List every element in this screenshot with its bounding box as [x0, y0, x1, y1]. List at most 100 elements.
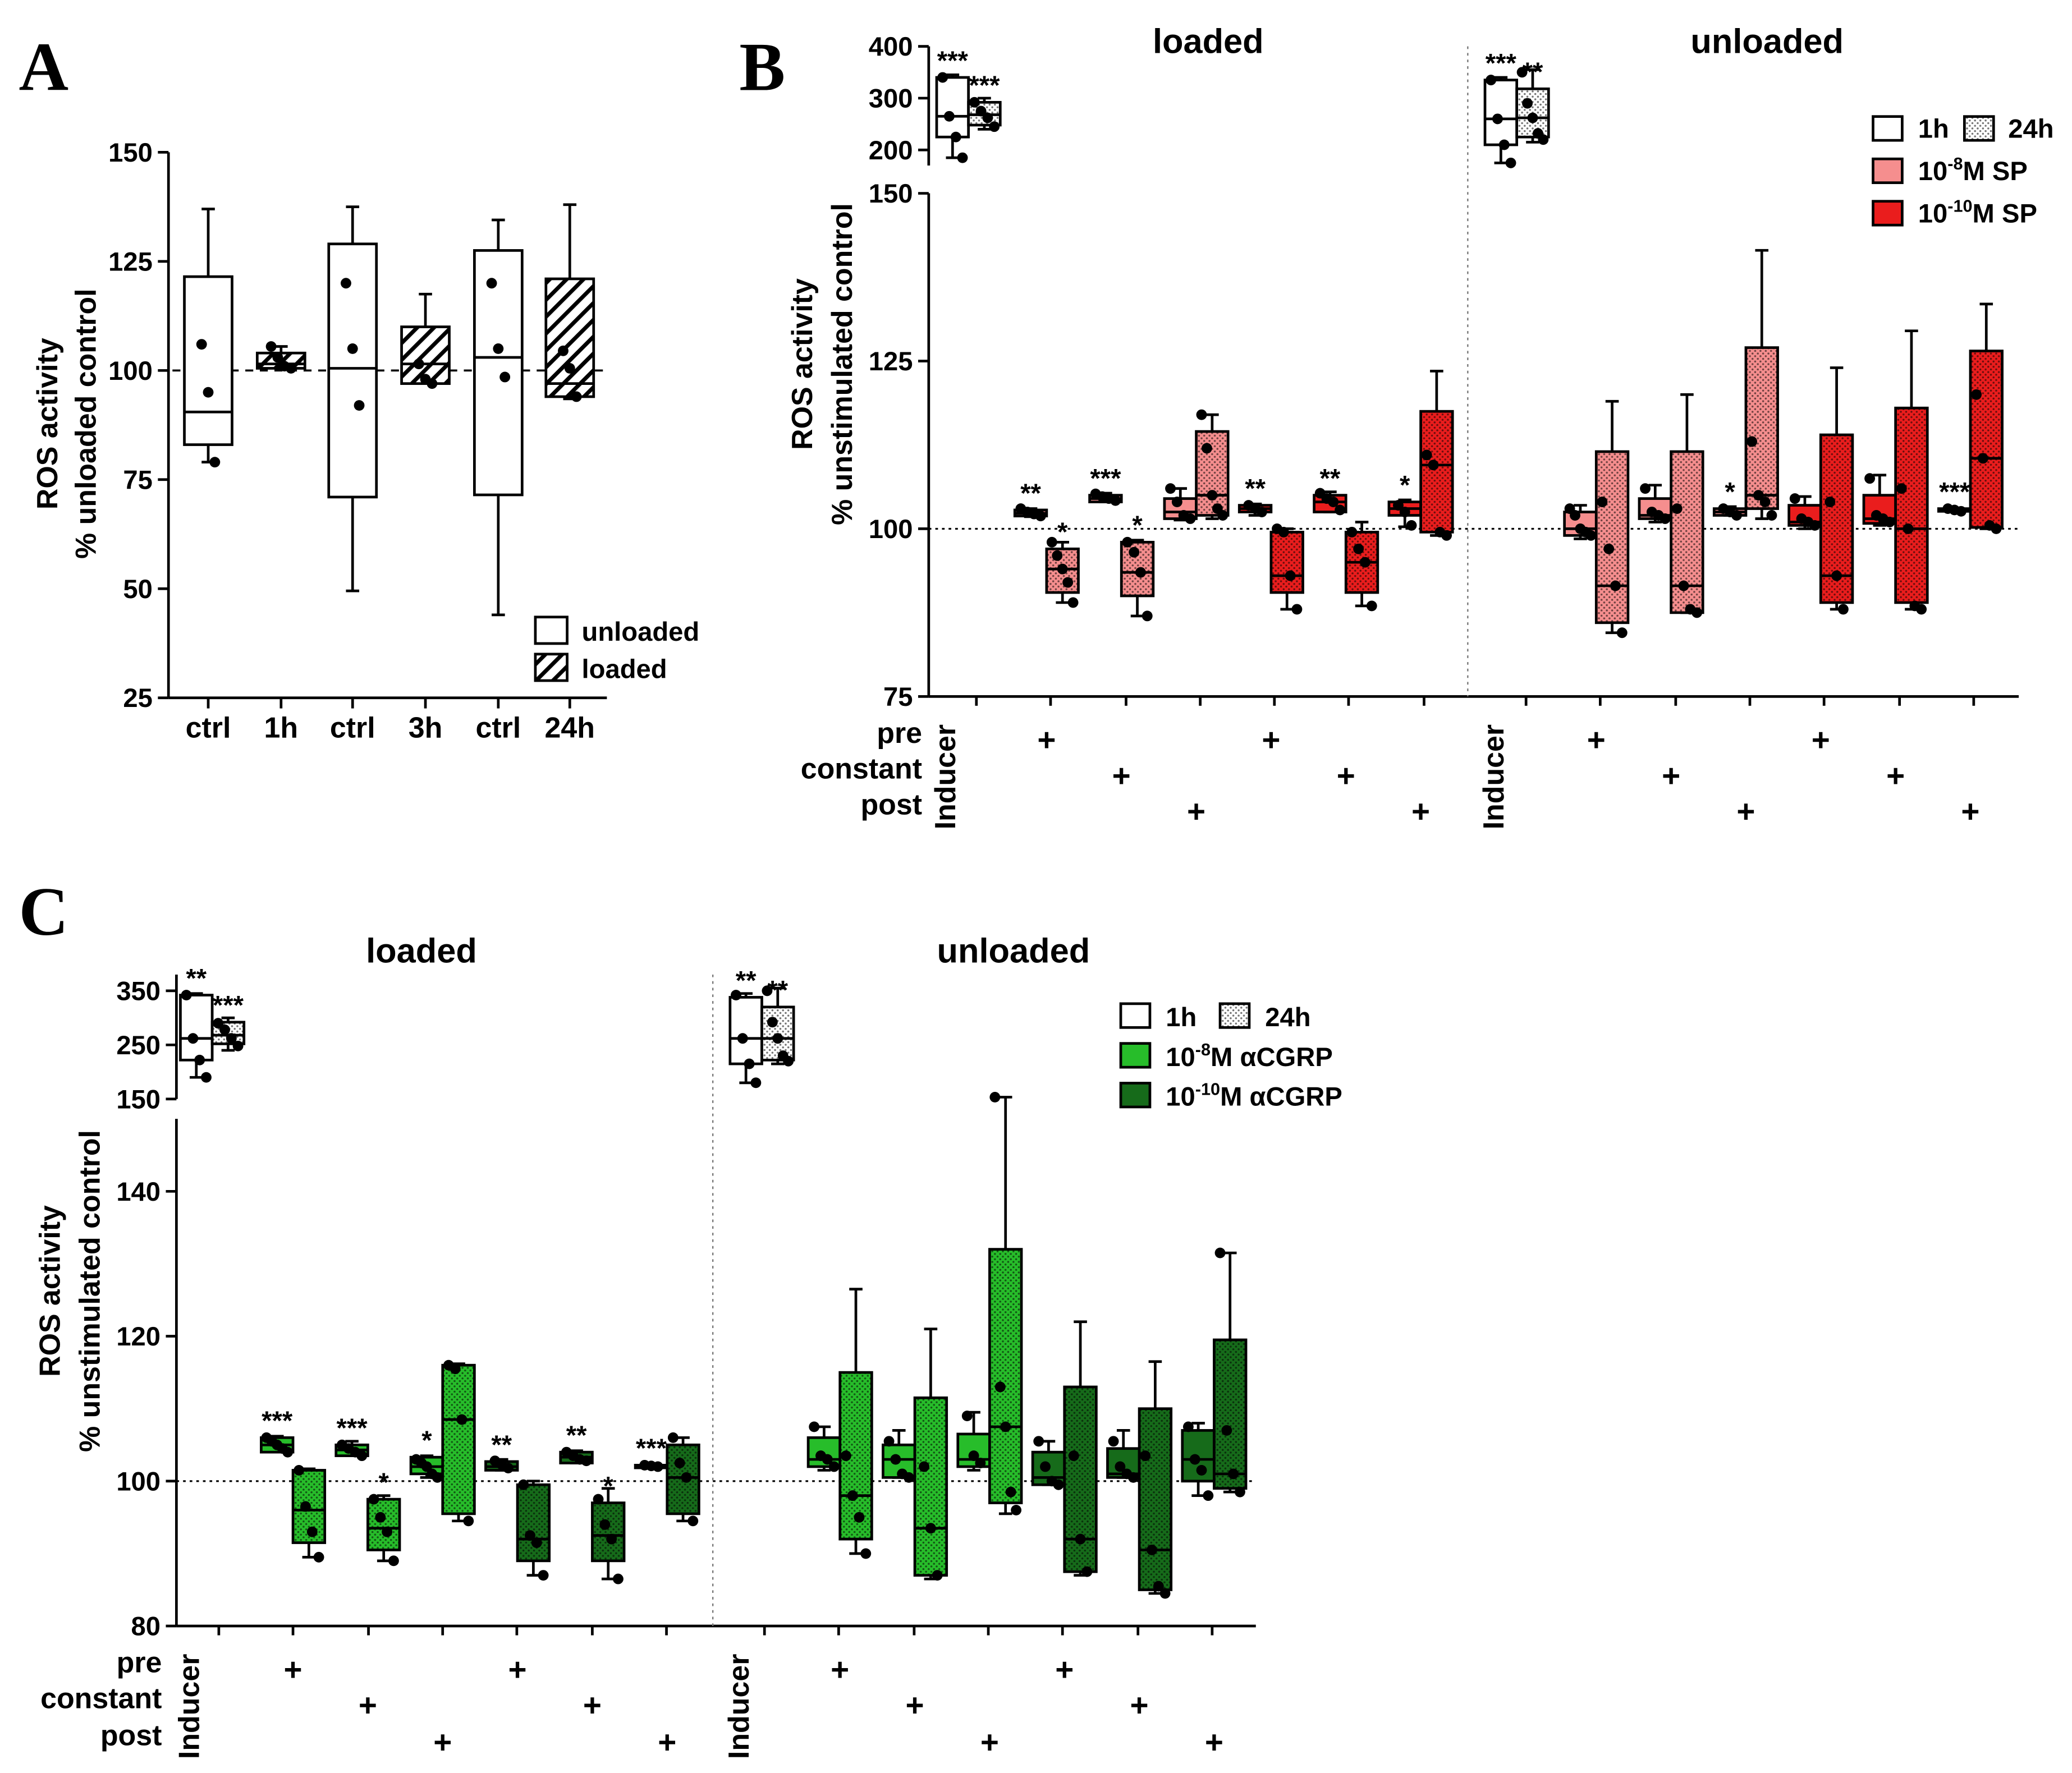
panel-b-box-loaded-10-8M-post-24h-point [1201, 443, 1212, 454]
panel-a-y-tick-label: 150 [108, 138, 153, 168]
panel-b-box-unloaded-10-8M-pre-1h-point [1570, 510, 1580, 521]
panel-c-title-unloaded: unloaded [937, 932, 1090, 971]
panel-c-box-unloaded-10-10M-constant-24h-point [1140, 1450, 1151, 1462]
panel-a-y-tick-label: 50 [123, 575, 153, 604]
panel-a-x-tick-label: 3h [409, 712, 443, 745]
panel-c-box-loaded-10-10M-constant-24h-point [612, 1573, 624, 1584]
panel-b-box-loaded-10-10M-post-1h-point [1393, 500, 1404, 511]
panel-a-box-ctrl-box [473, 249, 524, 497]
panel-b-box-unloaded-10-8M-post-24h-box-texture [1745, 347, 1778, 509]
panel-c-plus-loaded-pre: + [284, 1652, 302, 1688]
panel-b-box-unloaded-10-8M-constant-1h-point [1660, 513, 1671, 524]
panel-b-box-unloaded-10-8M-pre-24h [1594, 399, 1630, 639]
panel-c-inducer-unloaded-1h-point [750, 1077, 762, 1088]
panel-c-box-loaded-10-10M-constant-1h-point [581, 1455, 592, 1467]
panel-b-inducer-label-unloaded: Inducer [1478, 724, 1510, 829]
panel-b-inducer-loaded-1h-significance: *** [937, 46, 969, 76]
panel-b-ylabel-2: % unstimulated control [826, 203, 859, 525]
panel-c-box-unloaded-10-10M-constant-1h [1106, 1429, 1141, 1483]
panel-c-box-unloaded-10-8M-constant-24h-point [919, 1461, 930, 1472]
panel-b-title-unloaded: unloaded [1690, 22, 1844, 61]
panel-b-inducer-unloaded-24h-point [1527, 112, 1538, 123]
panel-c-box-loaded-10-8M-constant-24h-point [375, 1512, 386, 1523]
panel-b-inducer-loaded-24h-point [982, 112, 993, 123]
panel-b-row-label-post: post [860, 788, 922, 821]
legend-swatch-cgrp-10 [1119, 1082, 1152, 1109]
panel-c-inducer-unloaded-1h: ** [728, 966, 763, 1088]
legend-cgrp-8-exp: -8 [1195, 1040, 1211, 1059]
panel-b-box-loaded-10-8M-pre-24h-significance: * [1057, 517, 1068, 547]
panel-b-box-loaded-10-8M-post-24h-point [1207, 490, 1218, 501]
panel-b-box-loaded-10-10M-post-1h-point [1399, 507, 1410, 517]
panel-b-inducer-unloaded-24h-point [1516, 67, 1528, 78]
panel-b-upper-y-tick-label: 300 [869, 84, 913, 113]
legend-sp-8-rest: M SP [1963, 157, 2028, 186]
panel-c-box-unloaded-10-10M-post-24h [1213, 1247, 1248, 1498]
panel-b-title-loaded: loaded [1153, 22, 1264, 61]
panel-c-box-unloaded-10-10M-pre-24h-point [1068, 1450, 1079, 1462]
panel-a-box-24h [544, 203, 595, 402]
panel-b-box-unloaded-10-10M-constant-24h [1894, 329, 1929, 615]
panel-c-box-unloaded-10-8M-post-24h [988, 1091, 1023, 1515]
panel-b-box-loaded-10-10M-pre-1h-point [1256, 507, 1267, 517]
panel-b-box-loaded-10-10M-post-24h [1419, 370, 1454, 541]
panel-c-box-unloaded-10-8M-constant-1h [882, 1429, 916, 1483]
panel-b-inducer-loaded-24h-point [975, 105, 987, 117]
panel-c-box-unloaded-10-8M-post-24h-point [994, 1381, 1006, 1393]
panel-c-box-unloaded-10-10M-pre-1h-point [1040, 1461, 1051, 1472]
panel-b-upper-y-tick-label: 400 [869, 32, 913, 62]
panel-c-box-loaded-10-8M-post-1h-point [432, 1472, 443, 1483]
panel-c-box-loaded-10-10M-post-24h-point [667, 1432, 679, 1443]
panel-c-box-loaded-10-10M-pre-24h-point [531, 1537, 542, 1548]
panel-a-box-ctrl-point [486, 278, 497, 289]
panel-a-x-tick-label: ctrl [186, 712, 231, 745]
panel-c-box-unloaded-10-8M-pre-1h-point [822, 1454, 833, 1465]
panel-c-inducer-loaded-24h-point [226, 1033, 237, 1044]
panel-c-upper-y-tick-label: 250 [116, 1031, 161, 1060]
panel-b-box-loaded-10-10M-constant-24h-point [1366, 600, 1377, 612]
panel-a-x-tick-label: ctrl [330, 712, 375, 745]
panel-c-box-unloaded-10-8M-pre-24h-point [860, 1548, 872, 1559]
panel-b-box-loaded-10-10M-pre-24h-point [1278, 526, 1289, 538]
panel-b-box-unloaded-10-10M-constant-1h-point [1884, 517, 1895, 527]
panel-c-box-unloaded-10-10M-post-24h-point [1228, 1468, 1239, 1480]
panel-b-box-loaded-10-10M-constant-1h-point [1335, 504, 1346, 516]
panel-c-inducer-unloaded-24h: ** [760, 976, 795, 1067]
panel-c-inducer-unloaded-24h-point [762, 985, 773, 996]
panel-b-box-unloaded-10-8M-pre-24h-box-texture [1596, 451, 1628, 623]
panel-b-box-unloaded-10-10M-post-24h-point [1991, 523, 2002, 534]
panel-b-box-loaded-10-10M-post-1h-significance: * [1400, 470, 1410, 500]
panel-b-box-unloaded-10-10M-post-24h-point [1971, 389, 1982, 400]
panel-c-box-loaded-10-8M-post-1h: * [409, 1426, 444, 1483]
panel-c-box-loaded-10-8M-constant-24h-point [368, 1494, 379, 1505]
panel-b-box-unloaded-10-8M-constant-24h-point [1691, 607, 1703, 618]
panel-b-box-loaded-10-8M-pre-1h-point [1035, 511, 1046, 522]
panel-a-box-ctrl-point [354, 400, 365, 411]
panel-c-box-unloaded-10-8M-post-1h-point [975, 1458, 986, 1468]
panel-c-plus-unloaded-post: + [980, 1725, 999, 1761]
panel-b-box-loaded-10-8M-pre-24h-point [1062, 577, 1074, 588]
legend-sp-8-exp: -8 [1947, 154, 1963, 173]
panel-b-inducer-loaded-24h-point [969, 97, 980, 108]
panel-c-box-loaded-10-8M-post-24h-point [463, 1515, 474, 1527]
panel-b-box-unloaded-10-10M-constant-1h-point [1864, 473, 1876, 484]
panel-c-box-unloaded-10-8M-post-24h-point [1005, 1486, 1016, 1498]
panel-c-inducer-loaded-1h-point [201, 1072, 212, 1083]
panel-b-inducer-loaded-24h-point [989, 121, 1000, 132]
panel-b-inducer-loaded-1h-point [957, 152, 968, 163]
panel-c-box-unloaded-10-10M-pre-24h-point [1081, 1566, 1093, 1577]
panel-b-box-unloaded-10-10M-constant-24h-point [1896, 483, 1907, 494]
panel-a-y-tick-label: 25 [123, 683, 153, 713]
legend-sp-10-rest: M SP [1973, 199, 2037, 228]
panel-b-box-loaded-10-10M-pre-1h-significance: ** [1245, 474, 1266, 503]
panel-c-inducer-loaded-1h-point [181, 990, 192, 1001]
panel-c-box-loaded-10-8M-constant-24h-significance: * [379, 1468, 389, 1498]
legend-sp-10-main: 10 [1918, 199, 1948, 228]
panel-a-x-tick-label: 24h [545, 712, 595, 745]
panel-c-inducer-label-unloaded: Inducer [723, 1654, 755, 1759]
panel-b-inducer-label-loaded: Inducer [929, 724, 962, 829]
panel-c-box-unloaded-10-10M-constant-24h [1138, 1360, 1173, 1599]
panel-a-y-tick-label: 75 [123, 465, 153, 495]
panel-b-box-unloaded-10-10M-constant-1h [1862, 473, 1897, 527]
panel-b-inducer-unloaded-24h: ** [1515, 57, 1550, 145]
